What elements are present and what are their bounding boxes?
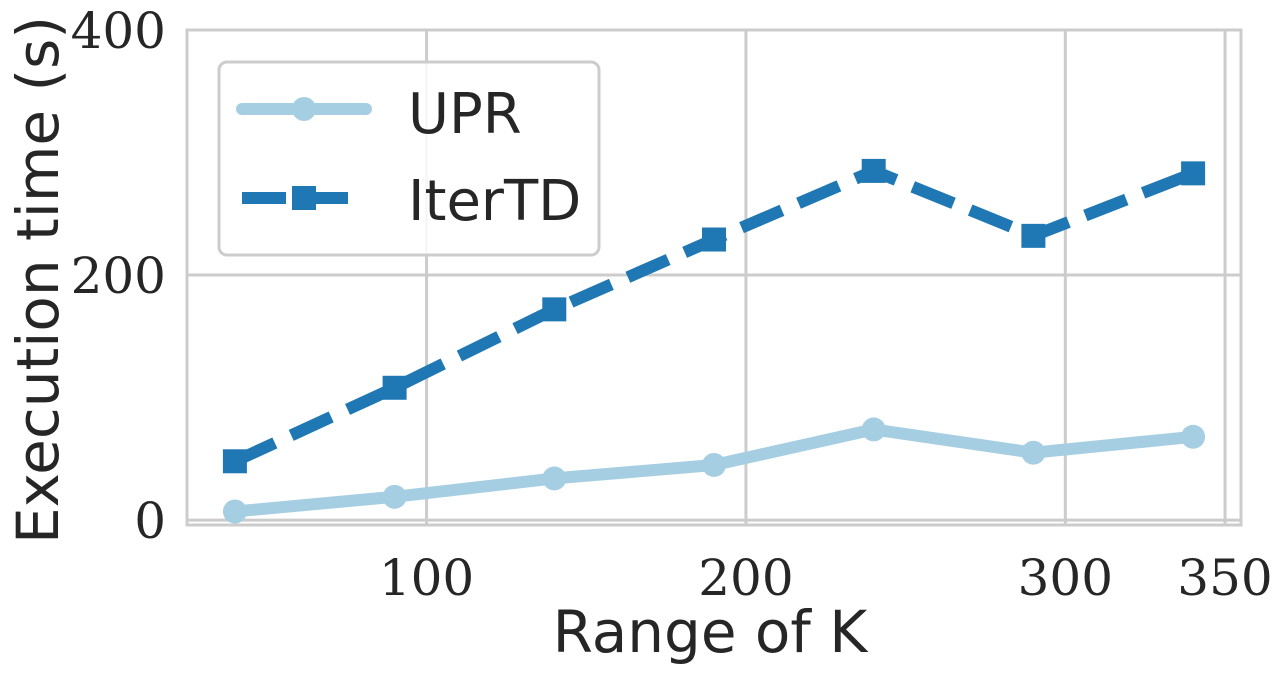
data-point-itertd-1 (382, 375, 407, 400)
data-point-itertd-4 (861, 158, 886, 183)
legend-label-upr: UPR (408, 82, 522, 147)
y-tick-label-400: 400 (71, 2, 166, 60)
data-point-upr-6 (1181, 424, 1206, 449)
data-point-upr-5 (1021, 440, 1046, 465)
legend: UPR IterTD (217, 60, 601, 257)
y-tick-label-200: 200 (71, 247, 166, 305)
y-axis-title: Execution time (s) (4, 16, 72, 544)
legend-marker-itertd (292, 186, 316, 210)
legend-label-itertd: IterTD (408, 169, 581, 234)
tick-labels: 100 200 300 350 0 200 400 (71, 2, 1273, 607)
legend-marker-upr (292, 97, 316, 121)
data-point-upr-2 (542, 466, 567, 491)
x-tick-label-300: 300 (1018, 549, 1113, 607)
y-tick-label-0: 0 (134, 492, 166, 550)
series-layer (222, 158, 1206, 524)
data-point-itertd-0 (222, 449, 247, 474)
data-point-upr-1 (382, 484, 407, 509)
data-point-itertd-6 (1181, 161, 1206, 186)
x-tick-label-350: 350 (1177, 549, 1272, 607)
x-tick-label-200: 200 (698, 549, 793, 607)
data-point-upr-0 (222, 499, 247, 524)
grid-lines (187, 30, 1241, 525)
data-point-itertd-2 (542, 297, 567, 322)
data-point-itertd-5 (1021, 223, 1046, 248)
x-axis-title: Range of K (553, 598, 870, 666)
x-tick-label-100: 100 (379, 549, 474, 607)
data-point-upr-3 (702, 452, 726, 477)
data-point-itertd-3 (702, 227, 726, 252)
plot-frame (185, 28, 1243, 527)
data-point-upr-4 (861, 417, 886, 442)
